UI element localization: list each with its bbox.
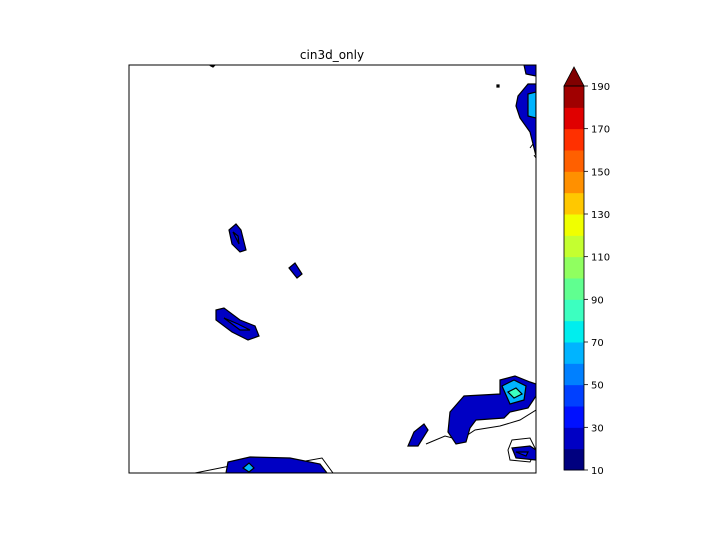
- colorbar-bin: [564, 235, 584, 258]
- contour-region: [232, 231, 240, 245]
- contour-region: [407, 423, 429, 447]
- colorbar-tick-label: 90: [591, 295, 604, 306]
- colorbar-bin: [564, 299, 584, 322]
- colorbar-tick-label: 150: [591, 167, 610, 178]
- coastlines: [194, 139, 536, 473]
- contour-region: [223, 317, 251, 331]
- colorbar-bin: [564, 171, 584, 194]
- colorbar-tick-label: 70: [591, 338, 604, 349]
- contour-region: [506, 387, 524, 399]
- coastline: [425, 409, 536, 445]
- colorbar-bin: [564, 192, 584, 215]
- colorbar-bin: [564, 214, 584, 236]
- colorbar-bin: [564, 342, 584, 364]
- colorbar-tick-label: 30: [591, 423, 604, 434]
- contour-region: [241, 462, 255, 473]
- coastline: [507, 437, 536, 463]
- colorbar-bin: [564, 320, 584, 343]
- colorbar-bin: [564, 86, 584, 108]
- contour-region: [523, 65, 536, 77]
- colorbar-tick-label: 170: [591, 125, 610, 136]
- contour-region: [496, 84, 500, 88]
- colorbar-bin: [564, 278, 584, 300]
- colorbar-bin: [564, 406, 584, 428]
- colorbar-bin: [564, 448, 584, 471]
- colorbar-bin: [564, 128, 584, 151]
- contour-region: [515, 451, 529, 457]
- colorbar-tick-label: 50: [591, 381, 604, 392]
- map-axes: [128, 64, 537, 474]
- colorbar-tick-label: 130: [591, 210, 610, 221]
- colorbar-bin: [564, 256, 584, 279]
- chart-title: cin3d_only: [300, 48, 364, 62]
- colorbar-frame: [563, 85, 585, 471]
- contour-region: [288, 262, 303, 279]
- colorbar-tick-label: 110: [591, 253, 610, 264]
- colorbar-bin: [564, 363, 584, 386]
- colorbar-bin: [564, 107, 584, 130]
- colorbar-bin: [564, 384, 584, 407]
- colorbar-tick-label: 190: [591, 82, 610, 93]
- contour-region: [527, 91, 536, 119]
- colorbar-extend-arrow: [563, 66, 585, 87]
- colorbar-tick-label: 10: [591, 466, 604, 477]
- colorbar: 10 30 50 70 90 110 130 150 170 190: [563, 66, 610, 477]
- axes-frame: [128, 64, 537, 474]
- colorbar-bin: [564, 427, 584, 450]
- colorbar-bin: [564, 150, 584, 172]
